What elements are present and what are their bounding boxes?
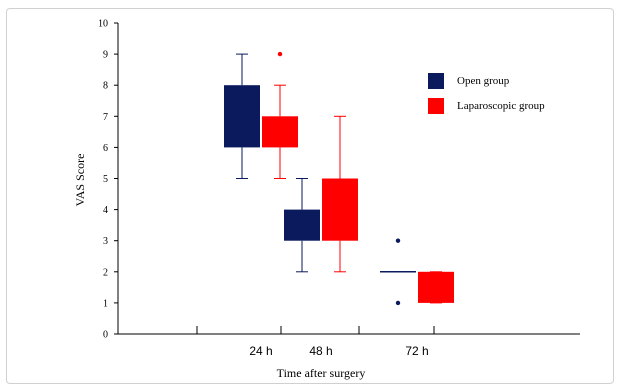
box-body: [322, 178, 358, 241]
y-axis-label: VAS Score: [73, 154, 87, 207]
legend-item: Open group: [428, 73, 510, 89]
outlier-point: [395, 300, 401, 306]
box-0-0: [224, 53, 260, 179]
box-1-2: [418, 271, 454, 304]
legend-swatch: [428, 98, 444, 114]
box-body: [284, 209, 320, 241]
box-body: [262, 116, 298, 148]
x-tick-label: 48 h: [309, 344, 332, 358]
outlier-point: [277, 51, 283, 57]
y-tick-label: 3: [103, 236, 108, 247]
x-tick-label: 24 h: [249, 344, 272, 358]
y-tick-label: 4: [103, 205, 108, 216]
legend: Open group Laparoscopic group: [428, 73, 545, 114]
legend-label: Laparoscopic group: [457, 100, 545, 112]
y-tick-label: 9: [103, 50, 108, 61]
y-tick-label: 10: [98, 19, 108, 30]
box-0-1: [284, 178, 320, 273]
y-tick-label: 1: [103, 298, 108, 309]
y-tick-label: 8: [103, 81, 108, 92]
legend-item: Laparoscopic group: [428, 98, 545, 114]
y-tick-label: 0: [103, 330, 108, 341]
y-tick-label: 7: [103, 112, 108, 123]
legend-swatch: [428, 73, 444, 89]
axes: 0 1 2 3 4 5 6 7 8 9 10 24 h 48 h 72 h: [98, 19, 580, 358]
x-tick-label: 72 h: [405, 344, 428, 358]
x-axis-label: Time after surgery: [277, 366, 366, 380]
chart-marks: [224, 51, 454, 306]
box-body: [224, 85, 260, 148]
box-body: [418, 271, 454, 303]
outlier-point: [395, 238, 401, 243]
y-tick-label: 6: [103, 143, 108, 154]
box-0-2: [380, 238, 416, 306]
box-1-1: [322, 115, 358, 273]
chart-frame: [6, 8, 614, 384]
legend-label: Open group: [457, 75, 510, 87]
y-tick-label: 2: [103, 267, 108, 278]
y-tick-label: 5: [103, 174, 108, 185]
box-1-0: [262, 51, 298, 179]
